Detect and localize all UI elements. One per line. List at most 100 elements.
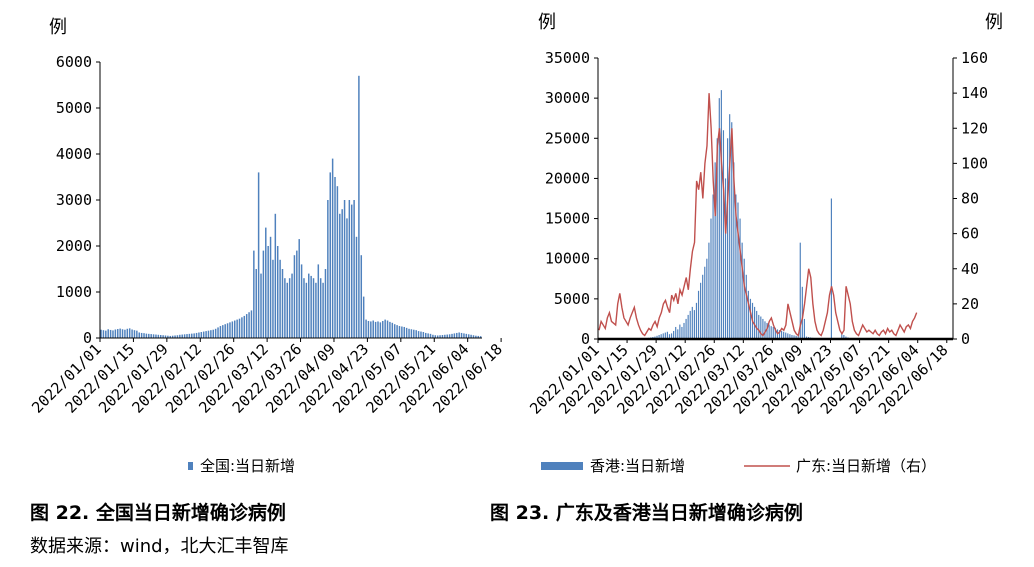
bar xyxy=(279,259,281,338)
bar xyxy=(334,177,336,338)
bar xyxy=(329,172,331,338)
bar xyxy=(662,333,664,339)
y-tick-label: 4000 xyxy=(56,145,92,163)
bar xyxy=(162,335,164,338)
bar xyxy=(159,335,162,338)
bar xyxy=(148,333,150,338)
bar xyxy=(107,329,109,338)
bar xyxy=(217,327,219,338)
bar xyxy=(169,335,172,338)
bar xyxy=(722,130,725,339)
bar xyxy=(112,330,114,338)
bar xyxy=(152,334,155,338)
bar xyxy=(789,334,791,339)
bar xyxy=(100,329,102,338)
bar xyxy=(691,306,693,339)
bar xyxy=(198,332,200,338)
bar xyxy=(451,333,453,338)
bar xyxy=(689,310,691,339)
bar xyxy=(382,320,384,338)
bar xyxy=(250,310,253,338)
bar xyxy=(377,321,379,338)
bar xyxy=(467,334,470,338)
bar xyxy=(718,98,720,340)
bar xyxy=(179,334,181,338)
bar xyxy=(733,162,735,339)
right-y-tick-label: 20 xyxy=(961,295,979,313)
bar xyxy=(693,310,695,339)
bar xyxy=(346,218,348,338)
bar xyxy=(479,336,482,338)
y-tick-label: 2000 xyxy=(56,237,92,255)
bar xyxy=(222,325,224,338)
bar xyxy=(231,321,234,338)
bar xyxy=(772,326,774,339)
bar xyxy=(205,331,207,338)
bar xyxy=(303,278,305,338)
bar xyxy=(708,242,710,339)
bar xyxy=(410,329,413,338)
bar xyxy=(358,75,360,339)
bar xyxy=(257,172,260,338)
bar xyxy=(174,335,176,338)
bar xyxy=(417,331,420,338)
bar xyxy=(797,336,799,339)
bar xyxy=(724,178,727,339)
bar xyxy=(367,320,370,338)
bar xyxy=(463,333,465,338)
bar xyxy=(353,200,355,338)
bar xyxy=(745,274,747,339)
bar xyxy=(439,335,441,338)
bar xyxy=(436,335,439,338)
bar xyxy=(799,242,801,339)
bar xyxy=(460,332,463,338)
left-y-tick-label: 0 xyxy=(581,330,590,348)
bar xyxy=(305,282,308,338)
bar xyxy=(267,246,269,338)
bar xyxy=(700,282,702,339)
bar xyxy=(444,334,446,338)
bar xyxy=(121,329,124,338)
right-y-tick-label: 80 xyxy=(961,190,979,208)
bar xyxy=(770,326,772,339)
bar xyxy=(276,246,279,338)
bar xyxy=(140,332,143,338)
bar xyxy=(384,319,386,338)
bar xyxy=(310,275,312,338)
bar xyxy=(181,334,183,338)
bar xyxy=(660,334,662,339)
left-y-tick-label: 35000 xyxy=(545,49,590,67)
data-source: 数据来源：wind，北大汇丰智库 xyxy=(30,536,289,557)
right-y-tick-label: 160 xyxy=(961,49,988,67)
bar xyxy=(255,269,257,338)
bar xyxy=(396,325,398,338)
bar xyxy=(766,322,768,339)
y-axis-unit-label: 例 xyxy=(49,17,67,38)
bar xyxy=(308,273,310,338)
bar xyxy=(687,314,689,339)
bar xyxy=(243,315,246,338)
left-y-tick-label: 20000 xyxy=(545,169,590,187)
bar xyxy=(695,302,698,339)
bar xyxy=(210,330,212,338)
legend-label-hongkong: 香港:当日新增 xyxy=(590,457,685,475)
bar xyxy=(704,266,706,339)
bar xyxy=(754,306,756,339)
bar xyxy=(458,332,460,338)
bar xyxy=(841,333,843,339)
bar xyxy=(176,335,179,338)
legend-swatch-hongkong xyxy=(541,462,583,470)
bar xyxy=(664,332,666,339)
y-tick-label: 1000 xyxy=(56,283,92,301)
bar xyxy=(298,239,300,338)
bar xyxy=(224,324,226,338)
bar xyxy=(186,334,188,338)
bar xyxy=(673,330,675,339)
bar xyxy=(191,333,193,338)
bar xyxy=(398,326,401,338)
bar xyxy=(105,330,107,338)
bar xyxy=(183,334,186,338)
bar xyxy=(429,333,432,338)
bar xyxy=(150,334,152,338)
